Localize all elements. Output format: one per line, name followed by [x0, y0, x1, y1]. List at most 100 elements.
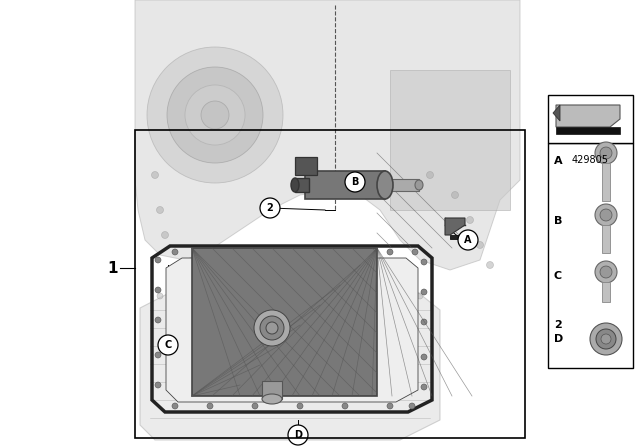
Bar — [602, 225, 610, 253]
Circle shape — [147, 47, 283, 183]
Bar — [391, 179, 419, 191]
Circle shape — [155, 317, 161, 323]
Bar — [548, 95, 633, 143]
Circle shape — [421, 354, 427, 360]
Polygon shape — [445, 218, 465, 235]
Circle shape — [201, 101, 229, 129]
Circle shape — [155, 352, 161, 358]
Circle shape — [451, 191, 458, 198]
Circle shape — [196, 251, 204, 258]
Bar — [390, 70, 510, 210]
Bar — [450, 235, 465, 239]
Circle shape — [600, 147, 612, 159]
Circle shape — [185, 85, 245, 145]
Circle shape — [194, 293, 200, 299]
Circle shape — [254, 310, 290, 346]
Text: 429805: 429805 — [572, 155, 609, 165]
Ellipse shape — [415, 180, 423, 190]
Bar — [548, 143, 633, 368]
Circle shape — [342, 403, 348, 409]
Circle shape — [380, 293, 386, 299]
Circle shape — [421, 259, 427, 265]
Circle shape — [297, 249, 303, 255]
Circle shape — [409, 403, 415, 409]
Circle shape — [155, 287, 161, 293]
Circle shape — [172, 403, 178, 409]
Circle shape — [252, 249, 258, 255]
Circle shape — [596, 329, 616, 349]
Circle shape — [421, 289, 427, 295]
Bar — [295, 178, 309, 192]
Circle shape — [595, 142, 617, 164]
Circle shape — [426, 172, 433, 178]
Polygon shape — [166, 258, 418, 402]
Circle shape — [297, 403, 303, 409]
Circle shape — [260, 198, 280, 218]
Bar — [262, 381, 282, 399]
Circle shape — [268, 293, 275, 299]
Text: C: C — [164, 340, 172, 350]
Ellipse shape — [377, 171, 393, 199]
Text: A: A — [464, 235, 472, 245]
Bar — [602, 282, 610, 302]
Circle shape — [155, 382, 161, 388]
Bar — [192, 248, 377, 396]
Polygon shape — [140, 290, 440, 440]
Circle shape — [342, 249, 348, 255]
Circle shape — [152, 172, 159, 178]
Circle shape — [288, 425, 308, 445]
Circle shape — [260, 316, 284, 340]
Bar — [305, 171, 385, 199]
Circle shape — [157, 207, 163, 214]
Text: 1: 1 — [108, 260, 118, 276]
Circle shape — [595, 204, 617, 226]
Circle shape — [252, 403, 258, 409]
Circle shape — [458, 230, 478, 250]
Circle shape — [590, 323, 622, 355]
Polygon shape — [553, 105, 560, 121]
Circle shape — [467, 216, 474, 224]
Text: 2: 2 — [267, 203, 273, 213]
Text: A: A — [554, 156, 563, 166]
Circle shape — [167, 67, 263, 163]
Circle shape — [421, 319, 427, 325]
Circle shape — [342, 293, 349, 299]
Circle shape — [387, 249, 393, 255]
Circle shape — [595, 261, 617, 283]
Circle shape — [161, 232, 168, 238]
Circle shape — [305, 293, 312, 299]
Circle shape — [477, 241, 483, 249]
Circle shape — [155, 257, 161, 263]
Text: B: B — [351, 177, 358, 187]
Circle shape — [412, 249, 418, 255]
Circle shape — [172, 249, 178, 255]
Circle shape — [231, 293, 237, 299]
Circle shape — [421, 384, 427, 390]
Circle shape — [227, 251, 234, 258]
Circle shape — [417, 293, 423, 299]
Circle shape — [486, 262, 493, 268]
Circle shape — [600, 209, 612, 221]
Circle shape — [158, 335, 178, 355]
Circle shape — [600, 266, 612, 278]
Text: B: B — [554, 216, 563, 226]
Ellipse shape — [262, 394, 282, 404]
Text: 2: 2 — [554, 320, 562, 330]
Polygon shape — [135, 0, 520, 270]
Text: D: D — [294, 430, 302, 440]
Circle shape — [345, 172, 365, 192]
Circle shape — [207, 403, 213, 409]
Text: D: D — [554, 334, 563, 344]
Ellipse shape — [291, 178, 299, 192]
Bar — [602, 163, 610, 201]
Bar — [295, 157, 317, 175]
Polygon shape — [556, 105, 620, 127]
Circle shape — [157, 293, 163, 299]
Bar — [556, 127, 620, 134]
Bar — [135, 130, 525, 438]
Circle shape — [387, 403, 393, 409]
Circle shape — [266, 322, 278, 334]
Text: C: C — [554, 271, 562, 281]
Circle shape — [207, 249, 213, 255]
Circle shape — [601, 334, 611, 344]
